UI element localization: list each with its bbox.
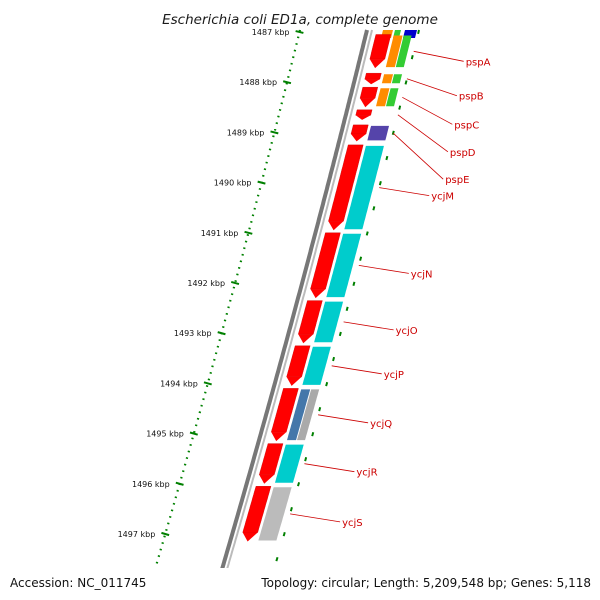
category-band-ycjO <box>314 301 344 343</box>
footer-background <box>0 568 600 600</box>
ruler-tick <box>217 331 226 336</box>
gene-label-ycjN[interactable]: ycjN <box>411 269 433 280</box>
ruler-tick-label: 1487 kbp <box>252 28 290 37</box>
gene-arrow-head-ycjN[interactable] <box>310 289 326 299</box>
ruler-tick-label: 1497 kbp <box>118 530 156 539</box>
gene-label-leader <box>402 96 453 125</box>
gene-label-leader <box>318 414 369 424</box>
ruler-tick <box>295 30 304 34</box>
gene-labels: pspA pspB pspC pspD pspE ycjM ycjN ycjO ycjP ycjQ… <box>290 50 491 529</box>
ruler-tick <box>161 531 170 537</box>
ruler-tick <box>282 80 292 85</box>
category-band-ycjN <box>326 233 362 298</box>
gene-label-pspE[interactable]: pspE <box>445 175 469 186</box>
gene-arrow-pspE[interactable] <box>350 124 369 135</box>
gene-arrow-head-ycjQ[interactable] <box>271 432 287 442</box>
ruler-tick-label: 1495 kbp <box>146 430 184 439</box>
gene-arrow-head-ycjM[interactable] <box>328 221 344 231</box>
gene-arrow-head-pspB[interactable] <box>364 79 380 85</box>
gene-arrow-pspD[interactable] <box>355 109 373 116</box>
category-band-ycjP <box>302 346 331 385</box>
category-band-ycjR <box>275 444 304 483</box>
topology-text: Topology: circular; Length: 5,209,548 bp… <box>260 576 591 590</box>
gene-label-ycjP[interactable]: ycjP <box>384 370 404 381</box>
backbone-inner <box>217 29 373 600</box>
category-band-ycjS <box>258 487 292 541</box>
gene-label-leader <box>304 463 355 473</box>
gene-label-leader <box>413 50 464 62</box>
category-band-ycjM <box>344 145 384 230</box>
category-band-pspE <box>367 125 390 141</box>
gene-arrow-head-ycjS[interactable] <box>242 532 258 542</box>
gene-label-leader <box>406 78 458 97</box>
ruler-tick <box>257 180 266 185</box>
gene-label-leader <box>343 321 394 331</box>
ruler-tick-label: 1491 kbp <box>201 229 239 238</box>
gene-label-ycjM[interactable]: ycjM <box>431 192 454 203</box>
gene-label-pspC[interactable]: pspC <box>454 120 479 131</box>
ruler-tick-label: 1496 kbp <box>132 480 170 489</box>
ruler-tick-label: 1492 kbp <box>187 279 225 288</box>
gene-arrow-head-ycjO[interactable] <box>298 334 314 344</box>
gene-arrow-pspA[interactable] <box>369 34 392 60</box>
gene-label-ycjR[interactable]: ycjR <box>356 468 377 479</box>
gene-label-leader <box>290 513 341 523</box>
gene-arrow-head-pspE[interactable] <box>351 134 366 142</box>
genome-backbone <box>211 29 417 600</box>
gene-track <box>242 34 392 542</box>
gene-arrow-pspC[interactable] <box>359 86 379 99</box>
ruler-tick-label: 1493 kbp <box>174 329 212 338</box>
ruler-tick <box>189 431 198 436</box>
gene-label-ycjO[interactable]: ycjO <box>396 326 418 337</box>
gene-label-ycjQ[interactable]: ycjQ <box>370 419 392 430</box>
ruler-tick <box>244 230 253 235</box>
gene-label-ycjS[interactable]: ycjS <box>342 518 363 529</box>
kbp-ruler: 1487 kbp 1488 kbp 1489 kbp 1490 kbp 1491 kbp… <box>118 28 304 600</box>
category-band-pspB <box>391 74 403 84</box>
gene-arrow-head-pspC[interactable] <box>360 98 375 108</box>
category-band-ycjQ <box>297 389 320 441</box>
ruler-tick-label: 1489 kbp <box>227 128 265 137</box>
gene-arrow-head-ycjR[interactable] <box>259 474 275 484</box>
gene-label-leader <box>392 132 444 180</box>
ruler-tick <box>270 130 279 135</box>
map-title: Escherichia coli ED1a, complete genome <box>162 12 438 28</box>
gene-label-leader <box>397 114 449 153</box>
gene-label-leader <box>379 187 430 196</box>
ruler-tick-label: 1494 kbp <box>160 379 198 388</box>
backbone-outer <box>211 29 369 600</box>
gene-arrow-head-pspD[interactable] <box>355 115 371 120</box>
ruler-tick-label: 1488 kbp <box>239 78 277 87</box>
category-band-ycjQ <box>287 389 311 441</box>
category-band-pspC <box>376 88 390 107</box>
gene-label-leader <box>358 265 409 274</box>
gene-arrow-head-ycjP[interactable] <box>286 376 302 386</box>
category-track <box>258 29 420 600</box>
outer-tick-track <box>264 29 420 600</box>
gene-label-pspA[interactable]: pspA <box>466 57 491 68</box>
gene-label-pspD[interactable]: pspD <box>450 148 476 159</box>
gene-arrow-pspB[interactable] <box>364 72 382 80</box>
category-band-pspB <box>381 74 394 84</box>
category-band-pspC <box>386 88 399 107</box>
gene-arrow-head-pspA[interactable] <box>369 59 385 69</box>
category-band-pspA <box>395 35 412 68</box>
ruler-tick-label: 1490 kbp <box>214 179 252 188</box>
category-band-pspA <box>385 35 403 68</box>
gene-label-pspB[interactable]: pspB <box>459 92 484 103</box>
ruler-tick <box>175 481 184 486</box>
ruler-tick <box>230 281 240 285</box>
accession-text: Accession: NC_011745 <box>10 576 146 590</box>
ruler-tick <box>203 381 212 386</box>
gene-label-leader <box>331 365 382 375</box>
